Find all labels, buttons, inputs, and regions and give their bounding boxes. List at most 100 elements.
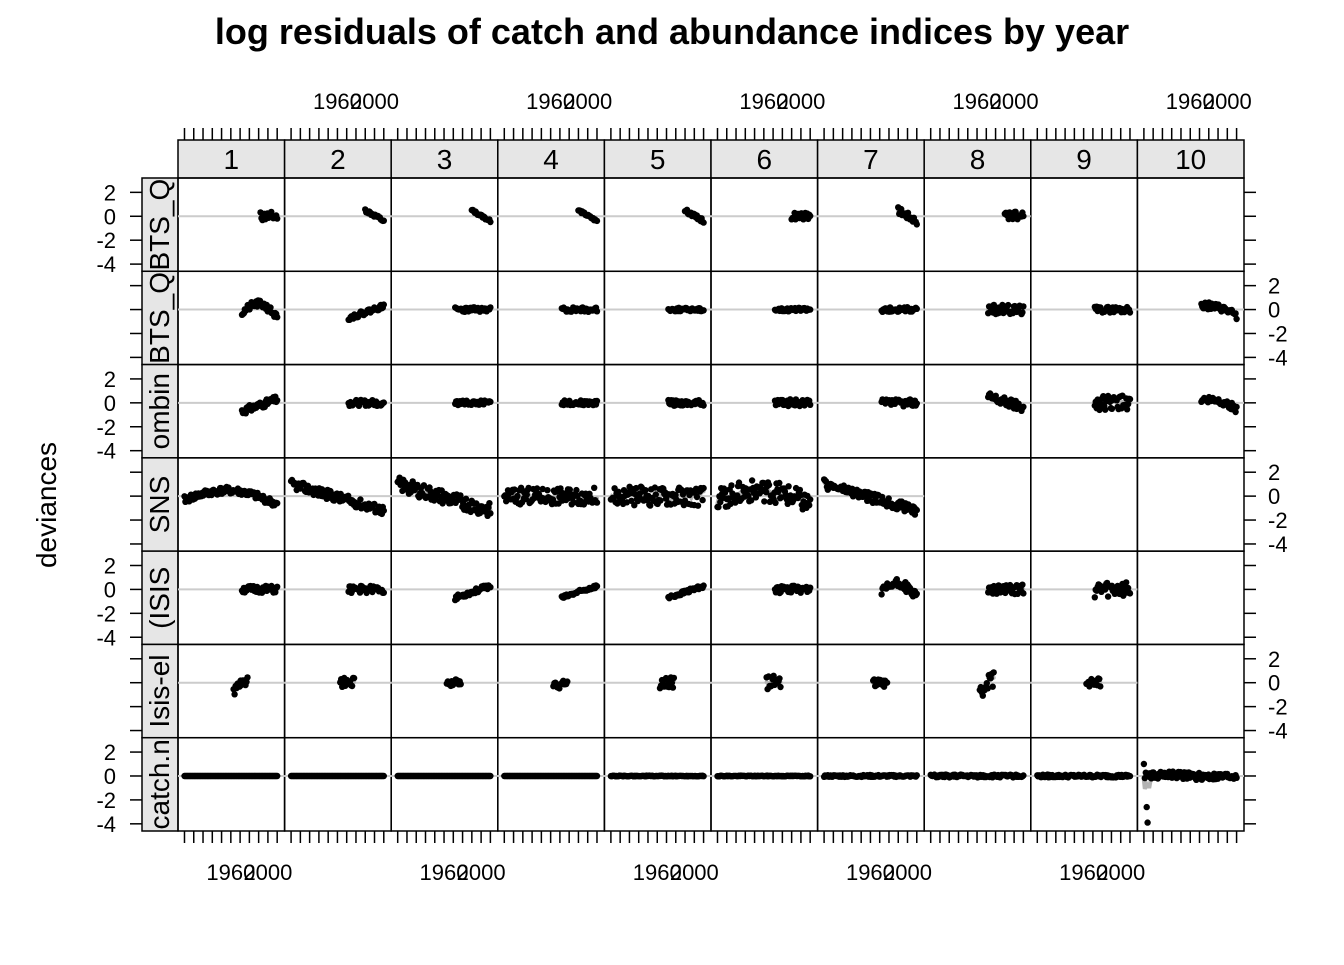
residual-point: [777, 684, 783, 690]
residual-point: [487, 773, 493, 779]
panel-frame: [285, 551, 392, 644]
y-axis-label: deviances: [31, 442, 62, 568]
residual-point: [914, 221, 920, 227]
residual-point: [766, 482, 772, 488]
residual-point: [381, 301, 387, 307]
age-strip-label: 8: [970, 144, 986, 175]
age-strip-label: 10: [1175, 144, 1206, 175]
index-strip-label: SNS: [144, 476, 175, 534]
residual-point: [807, 306, 813, 312]
residual-point: [594, 499, 600, 505]
residual-point: [700, 307, 706, 313]
panel-frame: [498, 551, 605, 644]
panel-frame: [178, 738, 285, 831]
index-strip-label: (ISIS: [144, 567, 175, 629]
index-strip-label: Isis-el: [144, 655, 175, 728]
residual-point: [807, 213, 813, 219]
y-tick-label-left: 0: [104, 391, 116, 416]
residual-point: [1020, 590, 1026, 596]
residual-point: [274, 314, 280, 320]
residual-point: [274, 773, 280, 779]
panel-frame: [498, 365, 605, 458]
panel-frame: [604, 644, 711, 737]
y-tick-label-left: -4: [96, 625, 116, 650]
residual-point: [807, 496, 813, 502]
age-strip-label: 6: [757, 144, 773, 175]
x-tick-label-bottom: 2000: [457, 860, 506, 885]
panel-frame: [391, 644, 498, 737]
residual-point: [349, 683, 355, 689]
panel-frame: [1137, 738, 1244, 831]
index-strip-label: BTS_Q: [144, 272, 175, 364]
panel-frame: [285, 271, 392, 364]
residual-point: [1141, 761, 1147, 767]
panel-frame: [711, 551, 818, 644]
panel-frame: [285, 365, 392, 458]
residual-point: [1019, 309, 1025, 315]
y-tick-label-right: 0: [1268, 671, 1280, 696]
residual-point: [1123, 579, 1129, 585]
panel-frame: [178, 365, 285, 458]
age-strip-label: 9: [1076, 144, 1092, 175]
age-strip-label: 1: [224, 144, 240, 175]
panel-frame: [285, 178, 392, 271]
y-tick-label-right: -2: [1268, 695, 1288, 720]
residual-point: [991, 669, 997, 675]
panel-frame: [924, 271, 1031, 364]
residual-point: [914, 400, 920, 406]
residual-point: [594, 398, 600, 404]
panel-frame: [604, 738, 711, 831]
panel-frame: [818, 178, 925, 271]
residual-point: [564, 678, 570, 684]
age-strip-label: 7: [863, 144, 879, 175]
x-tick-label-bottom: 2000: [883, 860, 932, 885]
panel-frame: [924, 178, 1031, 271]
residual-point: [914, 591, 920, 597]
residual-point: [1233, 404, 1239, 410]
residual-point: [1127, 590, 1133, 596]
residual-point: [807, 402, 813, 408]
residual-point: [381, 507, 387, 513]
residual-point: [749, 477, 755, 483]
residual-point: [700, 582, 706, 588]
y-tick-label-right: -4: [1268, 345, 1288, 370]
residual-point: [514, 493, 520, 499]
panel-frame: [818, 738, 925, 831]
panel-frame: [498, 738, 605, 831]
residual-point: [1097, 683, 1103, 689]
index-strip-label: catch.n: [144, 739, 175, 829]
residual-point: [806, 502, 812, 508]
residual-point: [1005, 302, 1011, 308]
panel-frame: [1031, 458, 1138, 551]
residual-point: [728, 482, 734, 488]
residual-point: [1127, 396, 1133, 402]
residual-point: [700, 485, 706, 491]
residual-point: [653, 491, 659, 497]
residual-point: [700, 219, 706, 225]
panel-frame: [285, 738, 392, 831]
panel-frame: [1031, 738, 1138, 831]
residual-point: [487, 304, 493, 310]
residual-point: [642, 487, 648, 493]
index-strip-label: ombin: [144, 373, 175, 449]
panel-frame: [1137, 644, 1244, 737]
x-tick-label-top: 2000: [990, 89, 1039, 114]
y-tick-label-left: -2: [96, 788, 116, 813]
residual-point: [594, 308, 600, 314]
residual-point: [699, 497, 705, 503]
y-tick-label-left: 2: [104, 553, 116, 578]
panel-frame: [604, 551, 711, 644]
residual-point: [274, 215, 280, 221]
residual-point: [274, 397, 280, 403]
residual-point: [700, 402, 706, 408]
residual-point: [700, 773, 706, 779]
index-strip-label: BTS_Q: [144, 179, 175, 271]
residual-point: [694, 494, 700, 500]
residual-point: [657, 497, 663, 503]
age-strip-label: 3: [437, 144, 453, 175]
x-tick-label-bottom: 2000: [1096, 860, 1145, 885]
residual-point: [671, 675, 677, 681]
